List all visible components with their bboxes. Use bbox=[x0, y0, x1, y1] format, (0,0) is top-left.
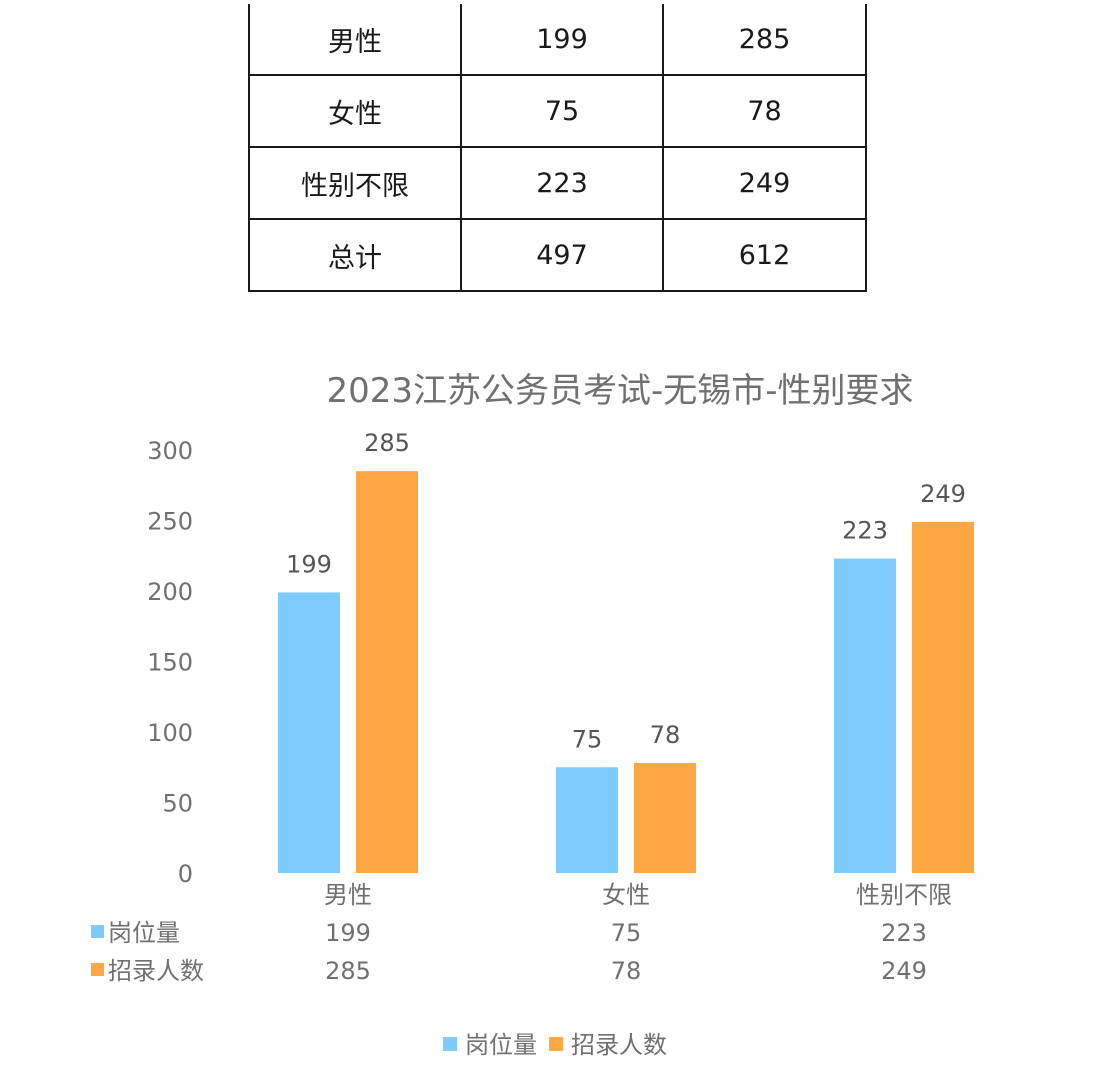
chart-title: 2023江苏公务员考试-无锡市-性别要求 bbox=[326, 371, 913, 411]
y-tick-label: 50 bbox=[162, 790, 193, 818]
table-value: 223 bbox=[881, 919, 927, 947]
data-label: 249 bbox=[920, 480, 966, 508]
y-tick-label: 0 bbox=[178, 860, 193, 888]
series-name: 岗位量 bbox=[108, 919, 180, 947]
legend: 岗位量 招录人数 bbox=[443, 1031, 667, 1059]
bar bbox=[556, 767, 618, 873]
table-cell: 249 bbox=[662, 146, 867, 220]
x-tick-label: 女性 bbox=[602, 881, 650, 909]
data-label: 285 bbox=[364, 429, 410, 457]
data-label: 223 bbox=[842, 517, 888, 545]
series-name: 招录人数 bbox=[108, 957, 204, 985]
table-row: 女性 75 78 bbox=[248, 74, 867, 148]
series-swatch bbox=[91, 963, 104, 976]
table-cell: 497 bbox=[460, 218, 664, 292]
table-value: 75 bbox=[611, 919, 642, 947]
legend-swatch bbox=[549, 1037, 563, 1051]
summary-table: 男性 199 285 女性 75 78 性别不限 223 249 总计 497 … bbox=[248, 4, 867, 292]
table-row: 总计 497 612 bbox=[248, 218, 867, 292]
table-cell: 78 bbox=[662, 74, 867, 148]
table-value: 78 bbox=[611, 957, 642, 985]
data-labels: 199 75 223 285 78 249 bbox=[286, 429, 966, 753]
data-label: 199 bbox=[286, 550, 332, 578]
bar bbox=[356, 471, 418, 873]
bars bbox=[278, 471, 974, 873]
series-swatch bbox=[91, 925, 104, 938]
y-axis: 0 50 100 150 200 250 300 bbox=[147, 437, 193, 888]
data-label: 75 bbox=[572, 725, 603, 753]
table-value: 199 bbox=[325, 919, 371, 947]
x-axis: 男性 女性 性别不限 bbox=[324, 881, 952, 909]
legend-swatch bbox=[443, 1037, 457, 1051]
data-label: 78 bbox=[650, 721, 681, 749]
bar bbox=[834, 558, 896, 873]
y-tick-label: 200 bbox=[147, 578, 193, 606]
bar bbox=[912, 521, 974, 873]
chart-data-table: 岗位量 199 75 223 招录人数 285 78 249 bbox=[91, 919, 927, 985]
table-cell: 75 bbox=[460, 74, 664, 148]
table-cell: 男性 bbox=[248, 4, 462, 76]
legend-label: 岗位量 bbox=[465, 1031, 537, 1059]
y-tick-label: 300 bbox=[147, 437, 193, 465]
table-cell: 性别不限 bbox=[248, 146, 462, 220]
legend-label: 招录人数 bbox=[571, 1031, 667, 1059]
table-row: 性别不限 223 249 bbox=[248, 146, 867, 220]
table-row: 男性 199 285 bbox=[248, 4, 867, 76]
y-tick-label: 150 bbox=[147, 649, 193, 677]
x-tick-label: 男性 bbox=[324, 881, 372, 909]
x-tick-label: 性别不限 bbox=[856, 881, 952, 909]
table-cell: 女性 bbox=[248, 74, 462, 148]
bar bbox=[278, 592, 340, 873]
table-value: 285 bbox=[325, 957, 371, 985]
table-cell: 总计 bbox=[248, 218, 462, 292]
y-tick-label: 100 bbox=[147, 719, 193, 747]
y-tick-label: 250 bbox=[147, 508, 193, 536]
table-cell: 285 bbox=[662, 4, 867, 76]
table-cell: 199 bbox=[460, 4, 664, 76]
table-cell: 223 bbox=[460, 146, 664, 220]
table-cell: 612 bbox=[662, 218, 867, 292]
bar-chart: 2023江苏公务员考试-无锡市-性别要求 050100150200250300 … bbox=[91, 371, 974, 1059]
bar bbox=[634, 763, 696, 873]
table-value: 249 bbox=[881, 957, 927, 985]
